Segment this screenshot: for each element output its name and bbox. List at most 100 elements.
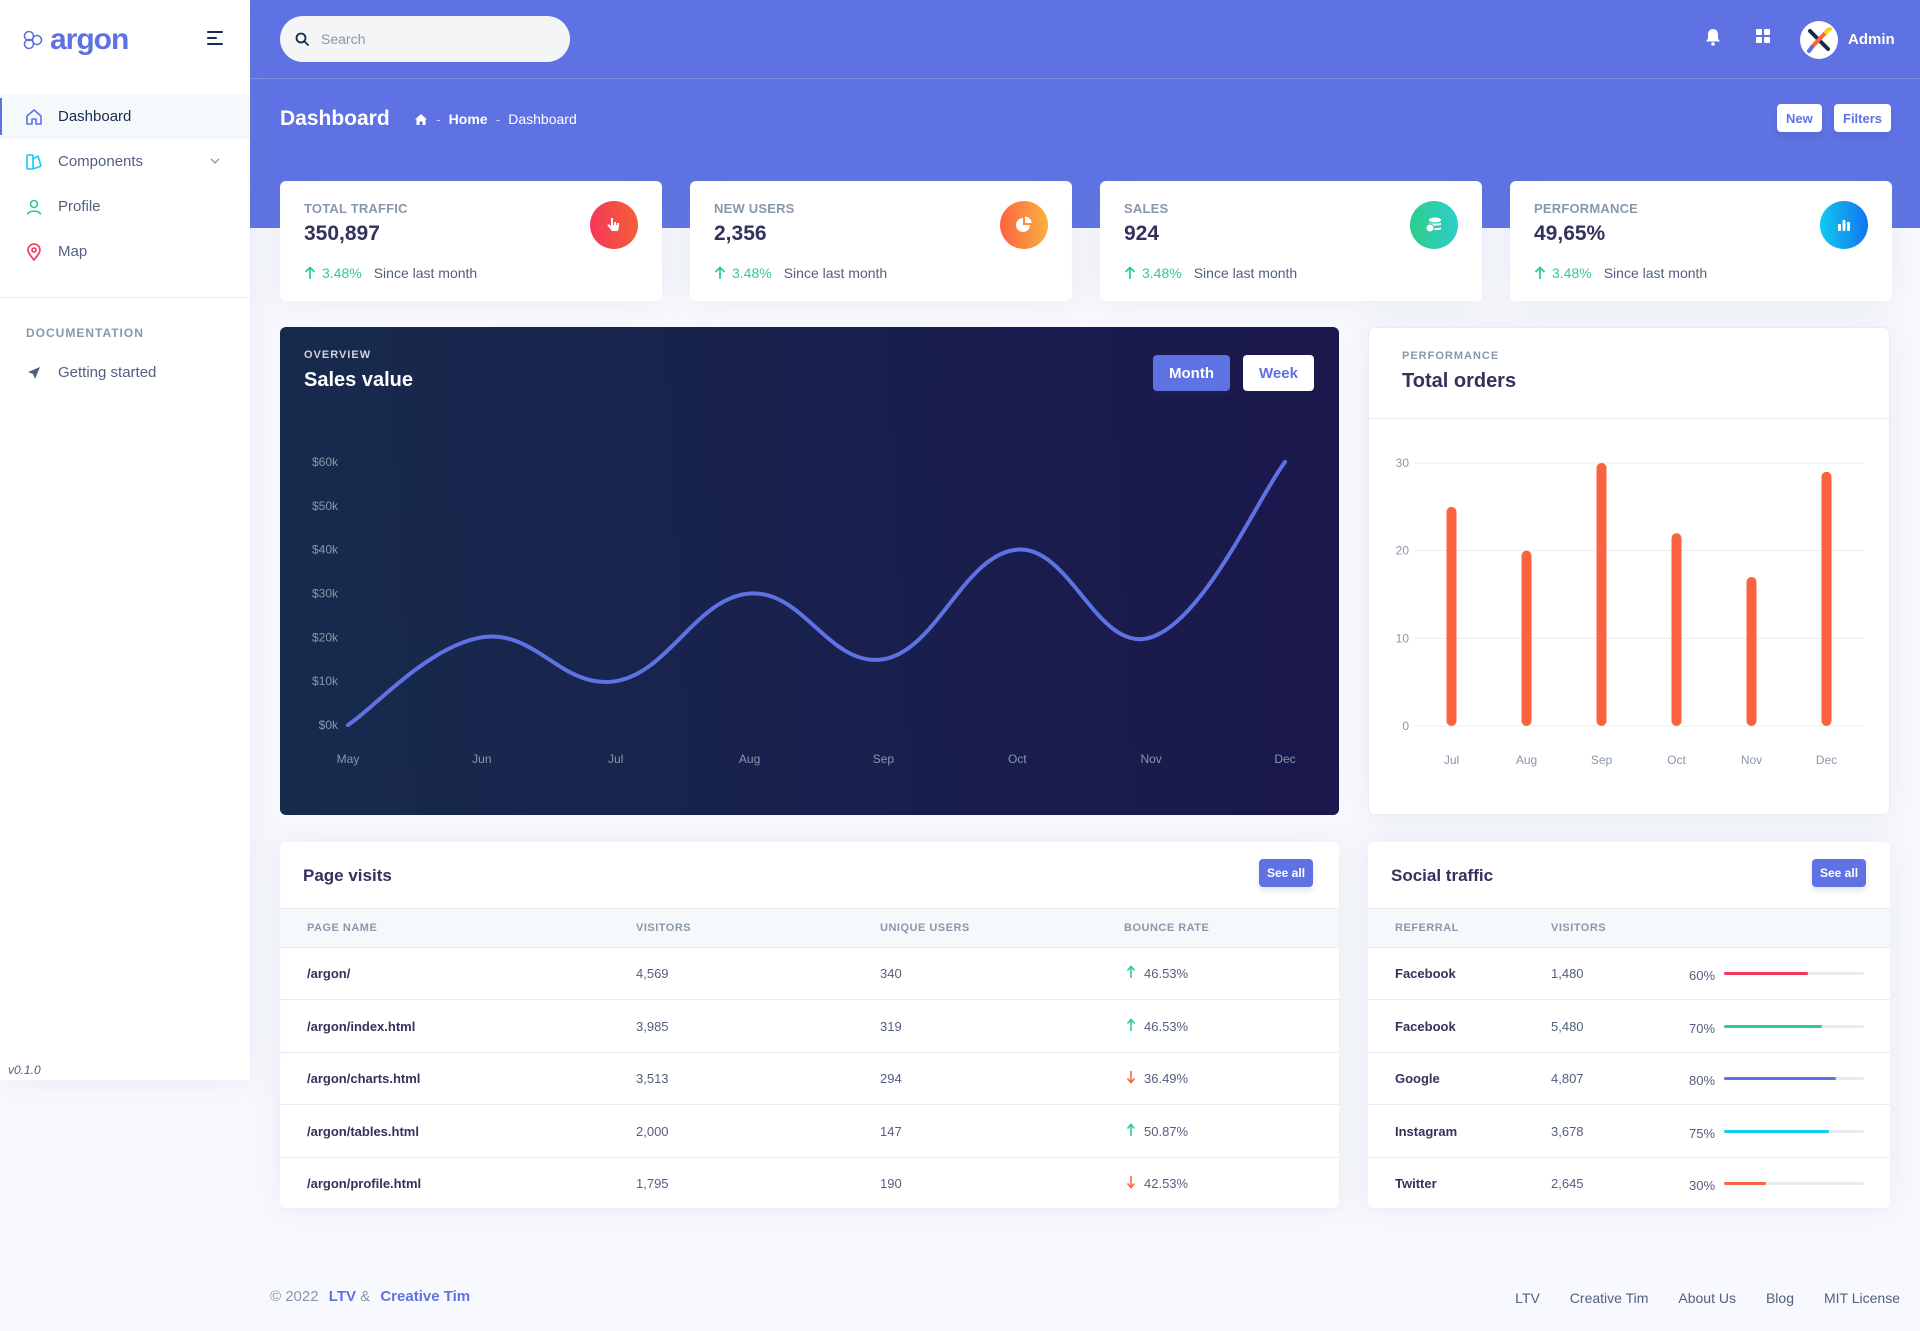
page-visits-see-all-button[interactable]: See all: [1259, 859, 1314, 887]
progress-bar-fill: [1724, 1024, 1822, 1028]
sales-card-overline: OVERVIEW: [304, 349, 372, 361]
y-tick-label: 30: [1396, 456, 1410, 470]
footer-link-ltv[interactable]: LTV: [328, 1288, 356, 1305]
search-box[interactable]: [280, 16, 570, 62]
sales-line-chart: $0k $10k $20k $30k $40k $50k $60k May Jun Jul Aug S…: [312, 455, 1296, 766]
stat-card-new-users: NEW USERS 2,356 3.48% Since last month: [690, 181, 1072, 301]
sidebar-toggle-button[interactable]: [207, 31, 225, 47]
table-row: /argon/tables.html 2,000 147 50.87%: [280, 1106, 1339, 1158]
footer-link[interactable]: Blog: [1765, 1290, 1794, 1306]
visitors-cell: 3,678: [1551, 1123, 1584, 1139]
stat-value: 49,65%: [1534, 222, 1606, 245]
apps-button[interactable]: [1755, 28, 1771, 49]
column-header: UNIQUE USERS: [880, 922, 970, 934]
arrow-up-icon: [714, 266, 726, 279]
avatar-logo-icon: [1807, 27, 1832, 53]
month-toggle-button[interactable]: Month: [1153, 355, 1230, 391]
social-traffic-card: Social traffic See all REFERRAL VISITORS…: [1368, 842, 1890, 1210]
table-row: /argon/profile.html 1,795 190 42.53%: [280, 1158, 1339, 1210]
footer-link[interactable]: LTV: [1515, 1290, 1540, 1306]
total-orders-card: PERFORMANCE Total orders 0 10 20 30 Jul Aug Se…: [1368, 327, 1890, 815]
unique-users-cell: 294: [880, 1071, 902, 1086]
table-row: Facebook 5,480 70%: [1368, 1001, 1890, 1053]
home-icon[interactable]: [414, 113, 428, 126]
home-icon: [24, 107, 44, 127]
order-bar: [1821, 471, 1832, 726]
x-tick-label: Sep: [1591, 753, 1613, 767]
sidebar-item-getting-started[interactable]: Getting started: [0, 350, 250, 395]
breadcrumb-home[interactable]: Home: [448, 111, 488, 127]
new-button[interactable]: New: [1777, 104, 1822, 132]
page-visits-title: Page visits: [303, 866, 392, 885]
footer-link[interactable]: About Us: [1678, 1290, 1736, 1306]
visitors-cell: 1,480: [1551, 966, 1584, 981]
filters-button[interactable]: Filters: [1834, 104, 1892, 132]
sales-card-title: Sales value: [304, 369, 413, 391]
footer-link-creative-tim[interactable]: Creative Tim: [380, 1288, 471, 1305]
bounce-rate-cell: 46.53%: [1144, 966, 1189, 981]
table-row: Facebook 1,480 60%: [1368, 948, 1890, 1000]
stat-label: TOTAL TRAFFIC: [304, 201, 408, 216]
stat-card-sales: SALES 924 3.48% Since last month: [1100, 181, 1482, 301]
progress-bar-fill: [1724, 1129, 1829, 1133]
hand-pointer-icon: [590, 201, 638, 249]
referral-cell: Facebook: [1395, 1018, 1456, 1034]
page-name-cell[interactable]: /argon/charts.html: [307, 1071, 421, 1086]
table-row: /argon/4,569 340 46.53%: [280, 948, 1339, 1000]
sidebar-item-components[interactable]: Components: [0, 139, 250, 184]
brand-logo[interactable]: argon: [22, 20, 129, 60]
table-row: /argon/charts.html 3,513 294 36.49%: [280, 1053, 1339, 1105]
sidebar-item-profile[interactable]: Profile: [0, 184, 250, 229]
order-bar: [1446, 506, 1457, 726]
social-traffic-see-all-button[interactable]: See all: [1812, 859, 1867, 887]
progress-bar: [1724, 1024, 1864, 1028]
bar-chart-icon: [1820, 201, 1868, 249]
referral-cell: Google: [1395, 1071, 1440, 1086]
sidebar-item-dashboard[interactable]: Dashboard: [0, 94, 250, 139]
table-header: REFERRAL VISITORS: [1368, 908, 1890, 948]
stat-value: 350,897: [304, 222, 380, 245]
sidebar-item-label: Components: [58, 153, 144, 170]
x-tick-label: Nov: [1741, 753, 1762, 767]
logo-icon: [23, 30, 43, 50]
unique-users-cell: 319: [880, 1018, 902, 1034]
breadcrumb-separator: -: [495, 111, 501, 127]
percent-cell: 30%: [1689, 1178, 1716, 1193]
visitors-cell: 3,513: [636, 1071, 669, 1086]
referral-cell: Facebook: [1395, 966, 1456, 981]
page-name-cell[interactable]: /argon/index.html: [307, 1018, 416, 1034]
y-tick-label: $10k: [312, 674, 339, 688]
avatar[interactable]: [1800, 21, 1838, 59]
sidebar-item-label: Dashboard: [58, 108, 132, 125]
card-divider: [1369, 418, 1889, 419]
table-row: Google 4,807 80%: [1368, 1053, 1890, 1105]
sidebar-item-map[interactable]: Map: [0, 229, 250, 274]
chevron-down-icon[interactable]: [210, 153, 220, 170]
breadcrumb: - Home - Dashboard: [414, 111, 577, 127]
column-header: VISITORS: [636, 922, 692, 934]
bell-icon: [1706, 29, 1720, 46]
sales-value-card: OVERVIEW Sales value $0k $10k $20k $30k $40k…: [280, 327, 1339, 815]
footer-link[interactable]: Creative Tim: [1569, 1290, 1649, 1306]
page-name-cell[interactable]: /argon/profile.html: [307, 1176, 422, 1191]
stat-label: PERFORMANCE: [1534, 201, 1639, 216]
y-tick-label: $0k: [319, 718, 339, 732]
page-name-cell[interactable]: /argon/: [307, 966, 351, 981]
progress-bar-fill: [1724, 1077, 1836, 1080]
week-toggle-button[interactable]: Week: [1243, 355, 1314, 391]
user-name[interactable]: Admin: [1848, 31, 1895, 48]
page-name-cell[interactable]: /argon/tables.html: [307, 1123, 419, 1139]
footer-link[interactable]: MIT License: [1824, 1290, 1900, 1306]
y-tick-label: $60k: [312, 455, 339, 469]
visitors-cell: 1,795: [636, 1176, 669, 1191]
notifications-button[interactable]: [1705, 28, 1721, 51]
column-header: VISITORS: [1551, 922, 1607, 934]
order-bar: [1746, 576, 1757, 726]
visitors-cell: 3,985: [636, 1018, 669, 1034]
y-tick-label: $20k: [312, 630, 339, 644]
referral-cell: Instagram: [1395, 1123, 1458, 1139]
bounce-rate-cell: 50.87%: [1144, 1123, 1189, 1139]
arrow-up-icon: [1124, 266, 1136, 279]
search-input[interactable]: [321, 31, 541, 47]
column-header: PAGE NAME: [307, 922, 378, 934]
